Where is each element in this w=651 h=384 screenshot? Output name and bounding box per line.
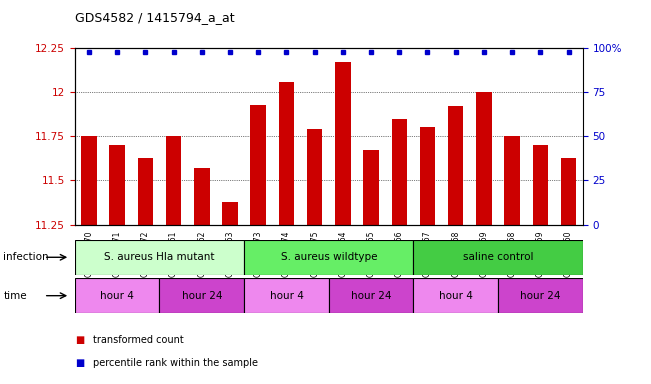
Text: percentile rank within the sample: percentile rank within the sample (93, 358, 258, 368)
Text: transformed count: transformed count (93, 335, 184, 345)
Bar (222, 202, 238, 225)
Bar (498, 278, 583, 313)
Bar (194, 168, 210, 225)
Bar (448, 106, 464, 225)
Bar (413, 278, 498, 313)
Bar (109, 145, 125, 225)
Bar (166, 136, 182, 225)
Bar (307, 129, 322, 225)
Bar (505, 136, 520, 225)
Bar (137, 157, 153, 225)
Bar (420, 127, 436, 225)
Text: hour 4: hour 4 (439, 291, 473, 301)
Bar (391, 119, 407, 225)
Bar (363, 151, 379, 225)
Bar (533, 145, 548, 225)
Bar (251, 104, 266, 225)
Text: hour 4: hour 4 (100, 291, 134, 301)
Bar (476, 92, 492, 225)
Text: ■: ■ (75, 358, 84, 368)
Text: hour 24: hour 24 (182, 291, 222, 301)
Bar (75, 240, 244, 275)
Text: saline control: saline control (463, 252, 533, 262)
Bar (159, 278, 244, 313)
Text: S. aureus wildtype: S. aureus wildtype (281, 252, 377, 262)
Text: GDS4582 / 1415794_a_at: GDS4582 / 1415794_a_at (75, 12, 234, 25)
Bar (335, 62, 351, 225)
Bar (561, 157, 576, 225)
Text: hour 24: hour 24 (520, 291, 561, 301)
Text: hour 4: hour 4 (270, 291, 303, 301)
Text: time: time (3, 291, 27, 301)
Text: ■: ■ (75, 335, 84, 345)
Bar (244, 278, 329, 313)
Bar (413, 240, 583, 275)
Bar (81, 136, 97, 225)
Bar (244, 240, 413, 275)
Text: infection: infection (3, 252, 49, 262)
Bar (279, 81, 294, 225)
Text: S. aureus Hla mutant: S. aureus Hla mutant (104, 252, 215, 262)
Text: hour 24: hour 24 (351, 291, 391, 301)
Bar (329, 278, 413, 313)
Bar (75, 278, 159, 313)
